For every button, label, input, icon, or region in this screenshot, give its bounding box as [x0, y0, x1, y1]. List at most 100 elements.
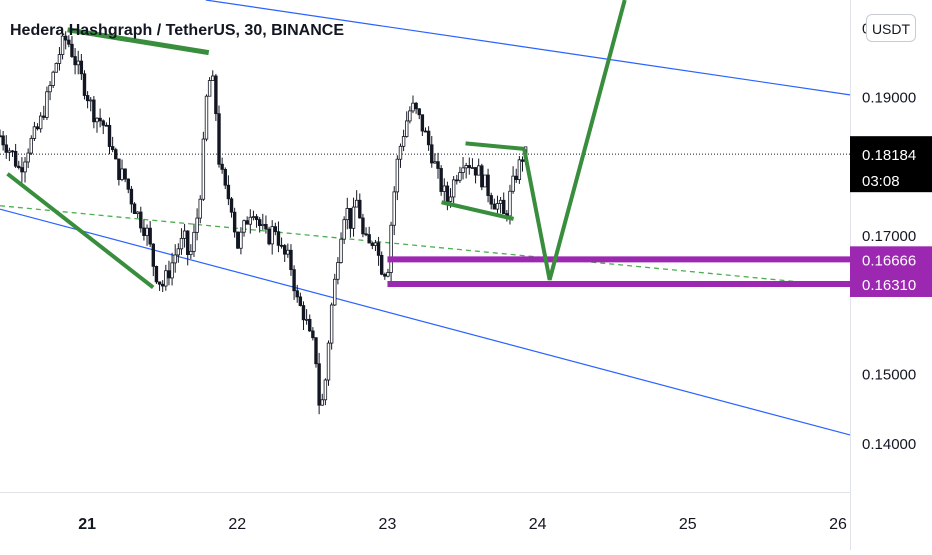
green-drawing-line: [67, 27, 210, 56]
x-tick-label: 21: [78, 516, 96, 533]
candle-body: [470, 167, 475, 169]
candle-body: [379, 254, 384, 275]
candle-body: [204, 95, 209, 140]
candle-body: [270, 226, 274, 245]
candle-body: [467, 165, 472, 169]
candle-body: [264, 223, 268, 230]
candle-body: [426, 130, 431, 146]
annotation-layer-back: [0, 0, 851, 436]
annotation-layer-front: [6, 0, 850, 290]
candle-body: [329, 304, 334, 344]
candle-body: [192, 231, 196, 252]
candle-body: [223, 168, 227, 186]
green-drawing-line: [465, 141, 525, 151]
candle-body: [508, 190, 512, 217]
channel-line: [0, 208, 851, 436]
candle-body: [139, 211, 143, 229]
candle-body: [373, 242, 378, 246]
candle-body: [67, 39, 71, 45]
currency-button[interactable]: USDT: [866, 14, 916, 42]
candle-body: [520, 159, 525, 162]
candle-body: [476, 165, 481, 176]
candle-body: [370, 242, 375, 246]
candle-body: [135, 211, 140, 214]
candle-body: [430, 144, 434, 164]
candle-body: [345, 208, 349, 221]
candle-body: [89, 99, 93, 102]
candle-body: [226, 184, 231, 200]
candle-body: [110, 146, 115, 151]
dashed-trend-line: [0, 205, 851, 288]
candle-body: [257, 219, 262, 226]
candle-body: [455, 179, 459, 182]
candle-body: [17, 165, 21, 168]
candle-body: [279, 244, 284, 247]
candle-body: [95, 117, 99, 123]
candle-body: [483, 174, 487, 188]
candle-body: [461, 167, 465, 173]
candle-body: [398, 145, 403, 160]
candle-body: [401, 136, 406, 147]
candle-body: [207, 80, 212, 97]
candle-body: [164, 270, 168, 287]
candle-body: [29, 138, 33, 154]
candle-body: [132, 203, 137, 214]
candle-body: [232, 211, 237, 233]
candle-body: [498, 199, 503, 204]
candle-body: [117, 158, 121, 180]
candle-body: [73, 56, 77, 66]
candle-body: [273, 226, 278, 233]
candle-body: [311, 330, 315, 339]
candle-body: [339, 238, 343, 263]
candle-body: [414, 102, 418, 110]
candle-body: [417, 108, 421, 116]
candle-body: [383, 273, 387, 277]
candle-body: [182, 230, 187, 239]
candle-body: [10, 150, 15, 153]
candle-body: [160, 283, 165, 287]
candle-body: [51, 71, 55, 86]
candle-body: [448, 196, 453, 202]
candle-body: [423, 130, 428, 133]
candle-body: [376, 242, 381, 256]
candle-body: [364, 233, 368, 236]
candle-body: [367, 234, 371, 244]
price-level-label: 0.16310: [862, 277, 916, 294]
candle-body: [251, 216, 256, 219]
candle-body: [142, 227, 146, 236]
candle-body: [317, 363, 321, 406]
price-level-badge: [850, 270, 932, 297]
y-tick-label: 0.14000: [862, 436, 916, 453]
candle-body: [126, 178, 130, 190]
y-tick-label: 0.17000: [862, 228, 916, 245]
candle-body: [20, 167, 24, 173]
x-tick-label: 26: [829, 516, 847, 533]
candle-body: [445, 185, 450, 202]
candle-body: [98, 117, 102, 122]
y-tick-label: 0.19000: [862, 90, 916, 107]
candle-body: [320, 399, 324, 406]
candle-body: [405, 120, 409, 137]
candles-layer: [0, 31, 528, 415]
candle-body: [198, 198, 202, 219]
candle-body: [286, 249, 290, 255]
candle-body: [236, 231, 240, 249]
candle-body: [35, 126, 40, 130]
candle-body: [107, 124, 112, 147]
candle-body: [458, 172, 462, 181]
candle-body: [254, 216, 259, 220]
candle-body: [4, 144, 8, 153]
candle-body: [101, 120, 105, 126]
candle-body: [32, 126, 37, 139]
candle-body: [298, 296, 303, 306]
candle-body: [148, 227, 152, 245]
candle-body: [342, 219, 346, 240]
candle-body: [173, 254, 177, 264]
candle-body: [386, 272, 390, 277]
candle-body: [442, 185, 446, 192]
candle-body: [292, 269, 296, 292]
candle-body: [308, 318, 312, 332]
candle-body: [392, 191, 396, 226]
